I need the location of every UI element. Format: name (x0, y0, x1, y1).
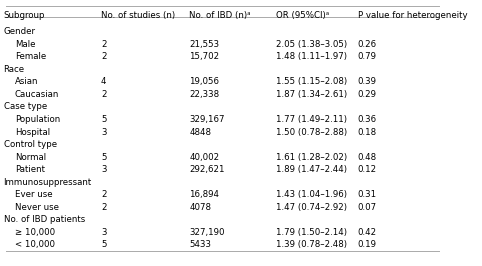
Text: 329,167: 329,167 (189, 115, 225, 124)
Text: 5: 5 (101, 152, 107, 161)
Text: 4848: 4848 (189, 127, 212, 136)
Text: 4: 4 (101, 77, 107, 86)
Text: 5: 5 (101, 115, 107, 124)
Text: 0.31: 0.31 (358, 190, 376, 199)
Text: 1.43 (1.04–1.96): 1.43 (1.04–1.96) (276, 190, 347, 199)
Text: Hospital: Hospital (14, 127, 50, 136)
Text: No. of IBD (n)ᵃ: No. of IBD (n)ᵃ (189, 11, 251, 20)
Text: Case type: Case type (3, 102, 47, 111)
Text: 292,621: 292,621 (189, 165, 225, 174)
Text: 0.29: 0.29 (358, 90, 376, 99)
Text: Never use: Never use (14, 202, 59, 211)
Text: Patient: Patient (14, 165, 45, 174)
Text: 327,190: 327,190 (189, 227, 225, 236)
Text: P value for heterogeneity: P value for heterogeneity (358, 11, 467, 20)
Text: 3: 3 (101, 127, 107, 136)
Text: Normal: Normal (14, 152, 46, 161)
Text: Subgroup: Subgroup (3, 11, 45, 20)
Text: Male: Male (14, 40, 35, 49)
Text: 0.48: 0.48 (358, 152, 376, 161)
Text: 3: 3 (101, 227, 107, 236)
Text: No. of studies (n): No. of studies (n) (101, 11, 175, 20)
Text: 1.77 (1.49–2.11): 1.77 (1.49–2.11) (276, 115, 347, 124)
Text: 0.12: 0.12 (358, 165, 376, 174)
Text: Female: Female (14, 52, 46, 61)
Text: 1.55 (1.15–2.08): 1.55 (1.15–2.08) (276, 77, 347, 86)
Text: 4078: 4078 (189, 202, 212, 211)
Text: 2: 2 (101, 190, 107, 199)
Text: Control type: Control type (3, 140, 57, 149)
Text: 3: 3 (101, 165, 107, 174)
Text: 0.18: 0.18 (358, 127, 376, 136)
Text: Ever use: Ever use (14, 190, 52, 199)
Text: 1.50 (0.78–2.88): 1.50 (0.78–2.88) (276, 127, 347, 136)
Text: 0.36: 0.36 (358, 115, 376, 124)
Text: 2: 2 (101, 90, 107, 99)
Text: 0.07: 0.07 (358, 202, 376, 211)
Text: 0.39: 0.39 (358, 77, 376, 86)
Text: Immunosuppressant: Immunosuppressant (3, 177, 92, 186)
Text: 0.26: 0.26 (358, 40, 376, 49)
Text: Caucasian: Caucasian (14, 90, 59, 99)
Text: 16,894: 16,894 (189, 190, 219, 199)
Text: 2.05 (1.38–3.05): 2.05 (1.38–3.05) (276, 40, 347, 49)
Text: 1.61 (1.28–2.02): 1.61 (1.28–2.02) (276, 152, 347, 161)
Text: 0.19: 0.19 (358, 240, 376, 249)
Text: 2: 2 (101, 40, 107, 49)
Text: OR (95%CI)ᵃ: OR (95%CI)ᵃ (276, 11, 329, 20)
Text: 1.39 (0.78–2.48): 1.39 (0.78–2.48) (276, 240, 347, 249)
Text: 21,553: 21,553 (189, 40, 219, 49)
Text: 0.42: 0.42 (358, 227, 376, 236)
Text: Gender: Gender (3, 27, 36, 36)
Text: 2: 2 (101, 52, 107, 61)
Text: Race: Race (3, 65, 25, 74)
Text: 1.79 (1.50–2.14): 1.79 (1.50–2.14) (276, 227, 347, 236)
Text: Asian: Asian (14, 77, 38, 86)
Text: 15,702: 15,702 (189, 52, 219, 61)
Text: 1.47 (0.74–2.92): 1.47 (0.74–2.92) (276, 202, 347, 211)
Text: 1.87 (1.34–2.61): 1.87 (1.34–2.61) (276, 90, 347, 99)
Text: 1.89 (1.47–2.44): 1.89 (1.47–2.44) (276, 165, 347, 174)
Text: 40,002: 40,002 (189, 152, 219, 161)
Text: No. of IBD patients: No. of IBD patients (3, 215, 85, 224)
Text: 2: 2 (101, 202, 107, 211)
Text: 19,056: 19,056 (189, 77, 219, 86)
Text: Population: Population (14, 115, 60, 124)
Text: 0.79: 0.79 (358, 52, 376, 61)
Text: 22,338: 22,338 (189, 90, 219, 99)
Text: ≥ 10,000: ≥ 10,000 (14, 227, 55, 236)
Text: 5433: 5433 (189, 240, 212, 249)
Text: < 10,000: < 10,000 (14, 240, 54, 249)
Text: 5: 5 (101, 240, 107, 249)
Text: 1.48 (1.11–1.97): 1.48 (1.11–1.97) (276, 52, 347, 61)
